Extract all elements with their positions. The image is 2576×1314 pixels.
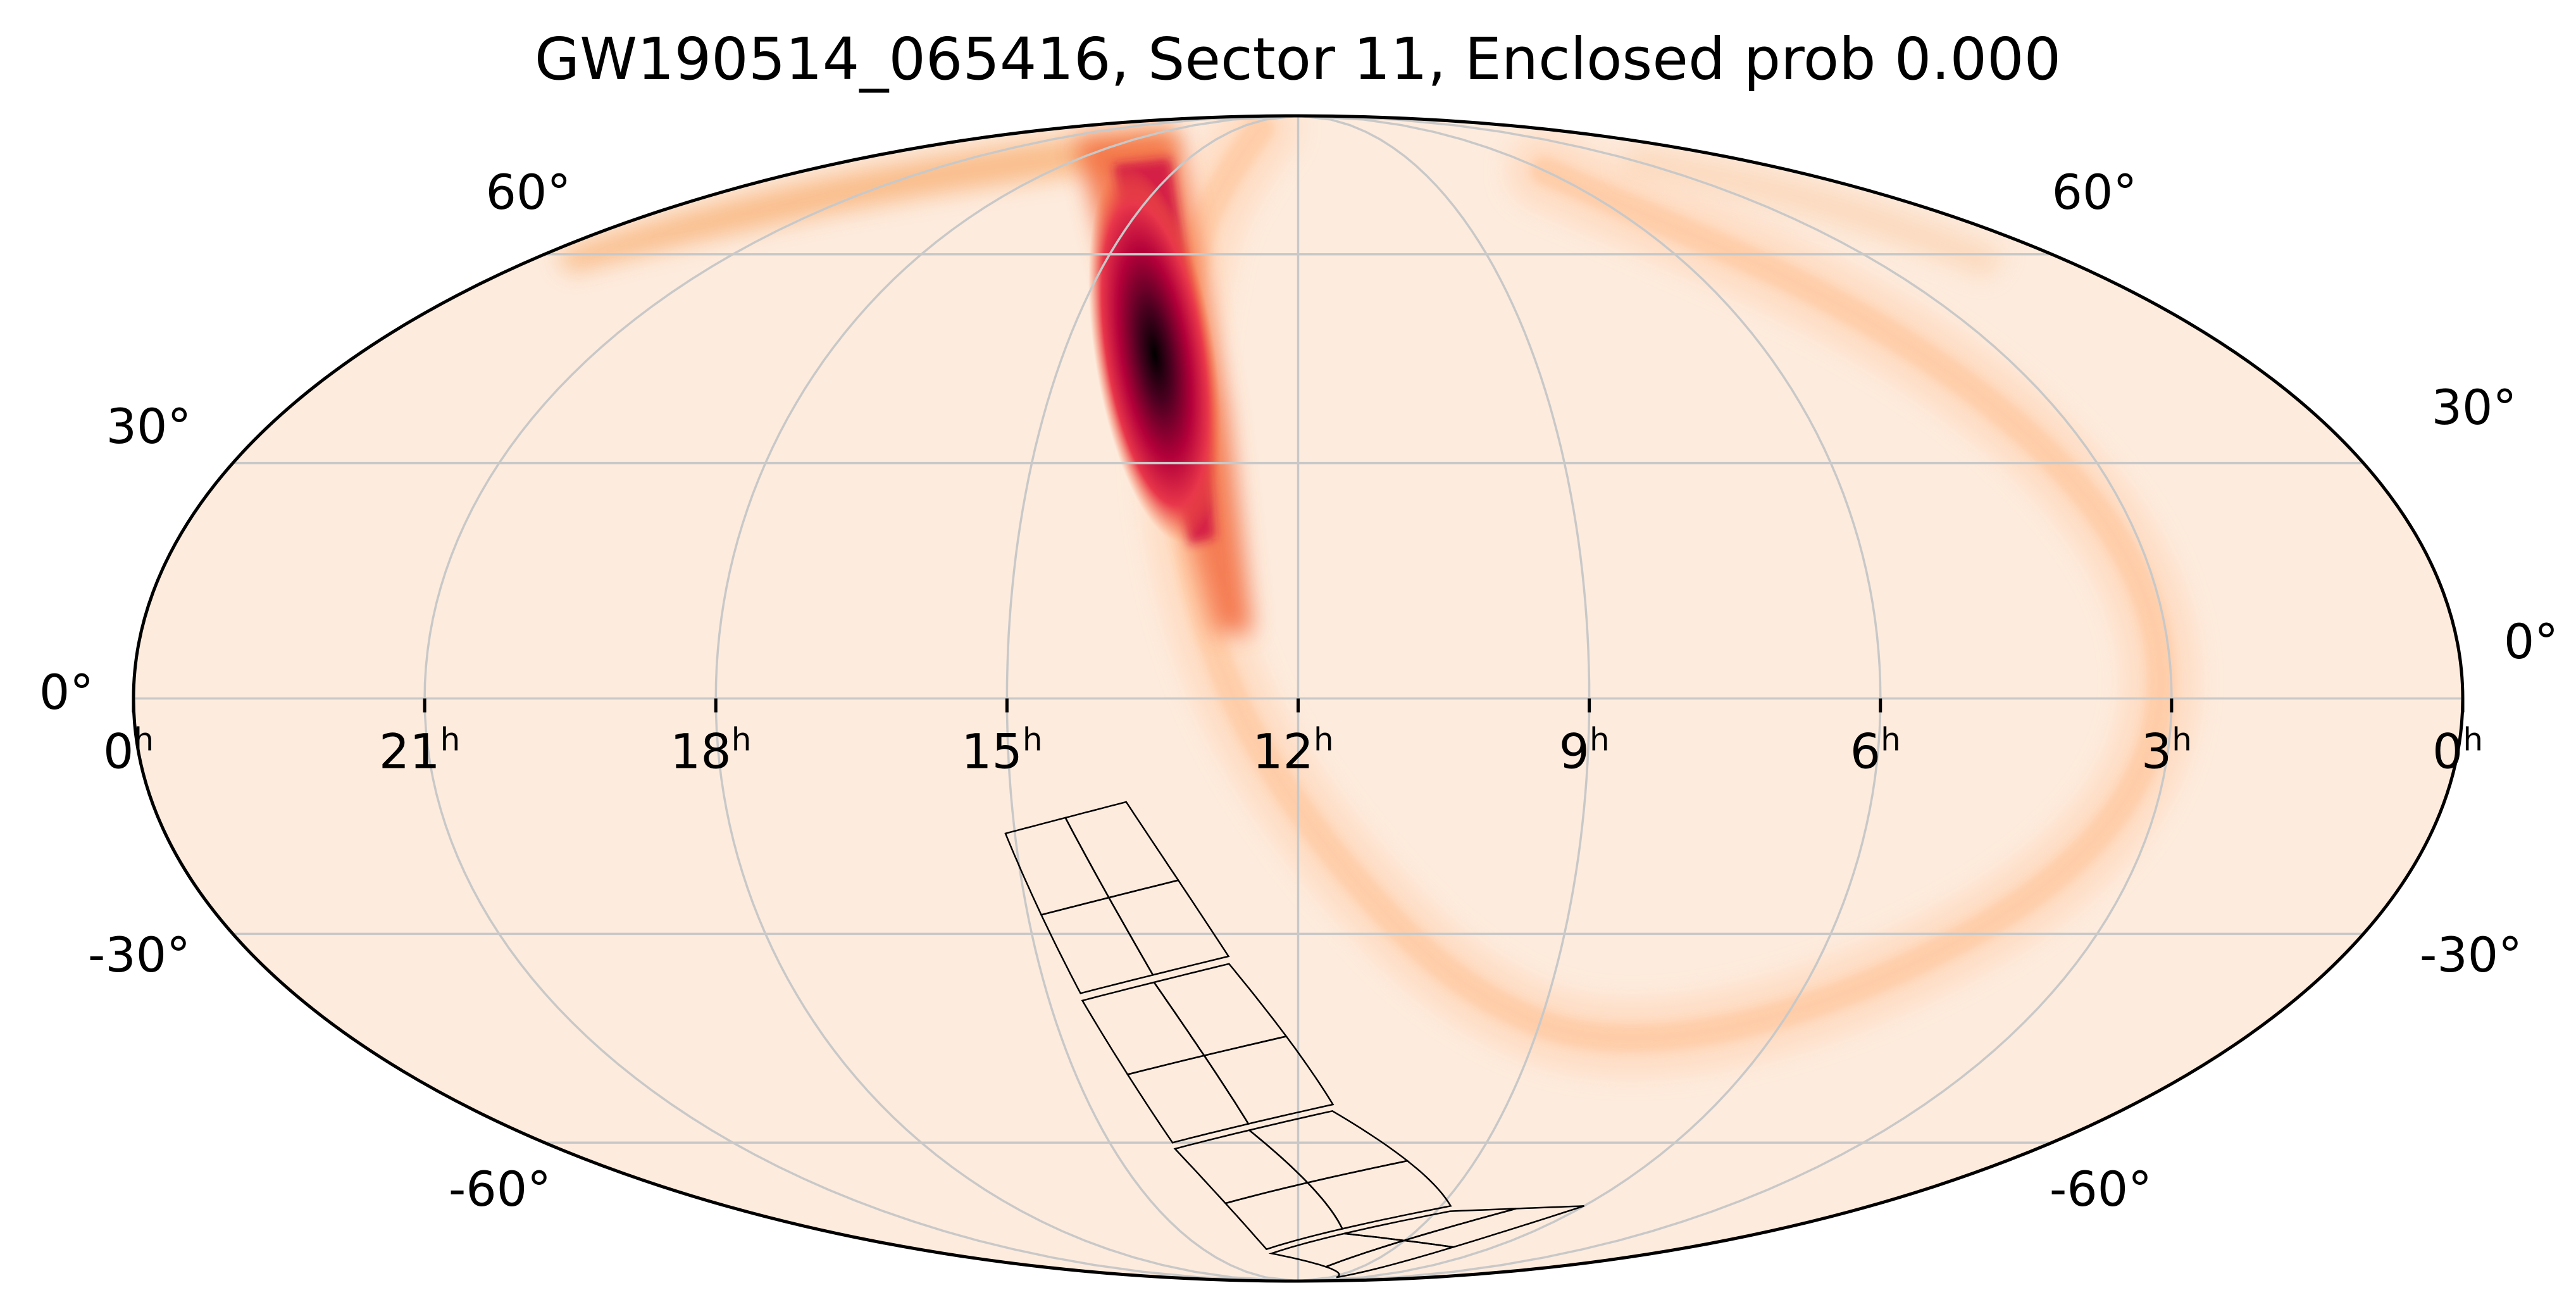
ra-tick-label-5: 9h	[1559, 722, 1610, 780]
ra-tick-labels: 0h 21h 18h 15h 12h 9h 6h 3h 0h	[103, 722, 2483, 780]
ra-tick-label-6: 6h	[1850, 722, 1901, 780]
chart-title: GW190514_065416, Sector 11, Enclosed pro…	[535, 25, 2061, 93]
dec-label-right-2: 0°	[2504, 613, 2558, 670]
ccd-outline-cam1-11	[1107, 879, 1230, 976]
dec-label-right-4: -60°	[2050, 1161, 2152, 1217]
dec-label-right-0: 60°	[2052, 164, 2137, 220]
ccd-outline-cam2-11	[1203, 1036, 1335, 1125]
tess-sector-footprint	[1004, 801, 1584, 1279]
dec-label-left-1: 30°	[106, 398, 192, 454]
ccd-outline-cam3-11	[1305, 1160, 1452, 1230]
prob-peak	[1088, 166, 1221, 542]
prob-top-band	[557, 127, 1177, 272]
ra-tick-label-3: 15h	[961, 722, 1042, 780]
ra-tick-label-4: 12h	[1252, 722, 1333, 780]
ra-tick-label-1: 21h	[379, 722, 460, 780]
dec-label-right-1: 30°	[2432, 379, 2517, 435]
dec-label-left-4: -60°	[449, 1161, 551, 1217]
ra-tick-label-8: 0h	[2432, 722, 2483, 780]
dec-label-right-3: -30°	[2420, 927, 2522, 983]
ccd-outline-cam4-11	[1403, 1205, 1584, 1248]
dec-label-left-3: -30°	[88, 927, 190, 983]
dec-tick-labels: 60° 30° 0° -30° -60° 60° 30° 0° -30° -60°	[39, 164, 2558, 1217]
dec-label-left-0: 60°	[486, 164, 571, 220]
prob-top-right-band	[1620, 146, 2006, 278]
ra-tick-marks	[132, 698, 2465, 713]
probability-layer	[557, 116, 2200, 1077]
ra-tick-label-0: 0h	[103, 722, 154, 780]
dec-label-left-2: 0°	[39, 664, 94, 720]
ra-tick-label-2: 18h	[670, 722, 751, 780]
ra-tick-label-7: 3h	[2141, 722, 2192, 780]
